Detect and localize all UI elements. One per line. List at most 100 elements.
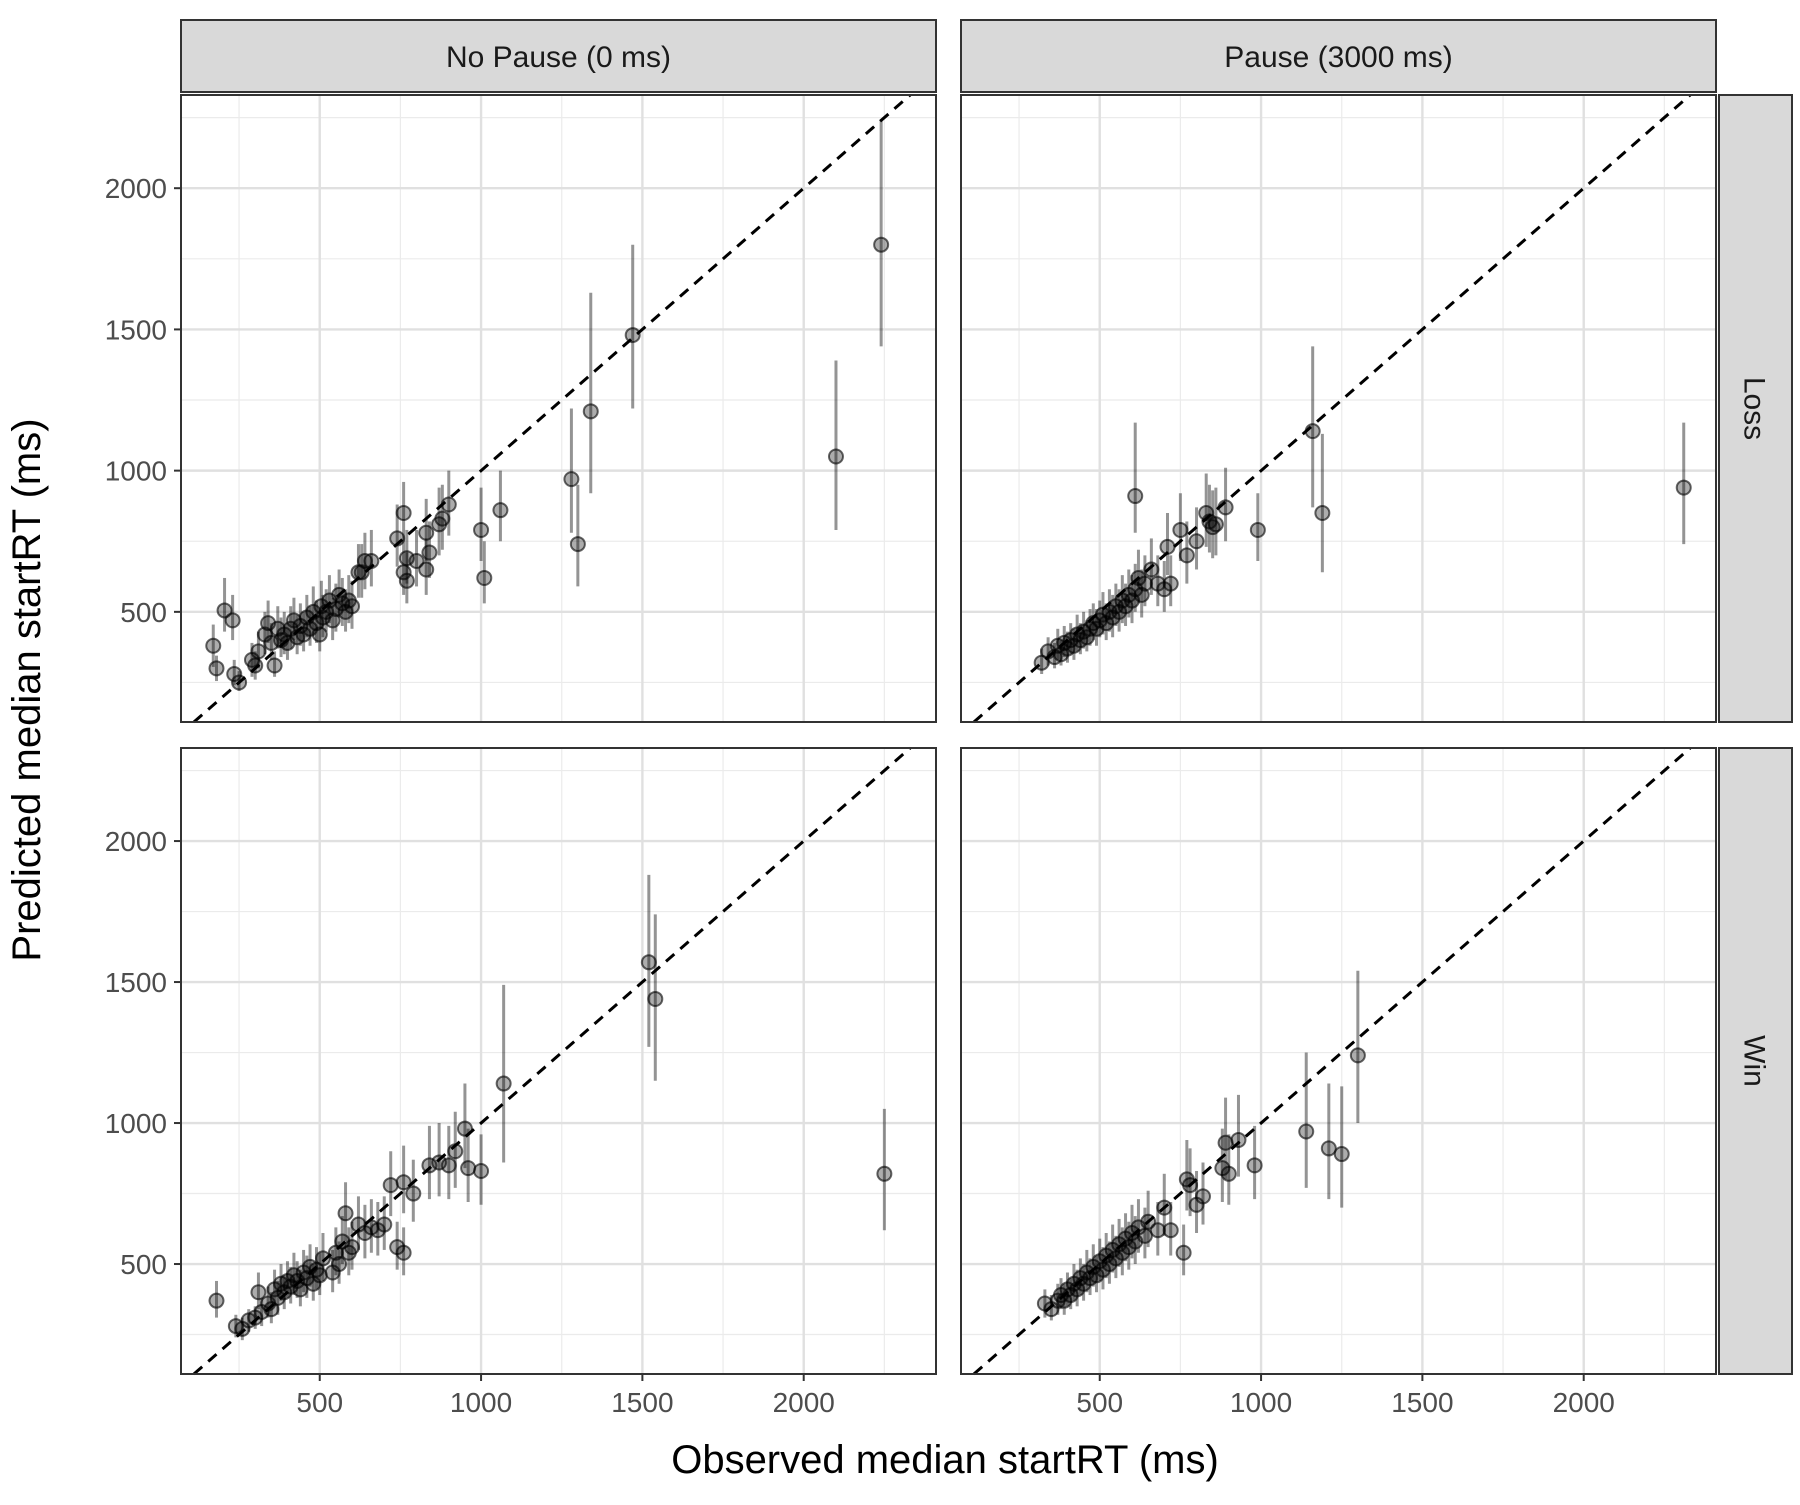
data-point — [1314, 505, 1331, 521]
panels-layer — [180, 93, 1717, 1376]
x-tick-label: 1000 — [1230, 1387, 1292, 1418]
data-point — [1175, 1244, 1192, 1261]
data-point — [1149, 1222, 1166, 1239]
panel-border — [180, 94, 937, 723]
panel-background — [181, 748, 936, 1374]
panel-4 — [960, 746, 1717, 1376]
row-strip-label: Loss — [1738, 377, 1771, 440]
y-tick-label: 1000 — [105, 1108, 167, 1139]
column-strip — [180, 19, 937, 93]
data-point — [344, 598, 361, 615]
data-point — [492, 502, 509, 519]
data-point — [1230, 1131, 1247, 1148]
data-point — [1136, 575, 1153, 592]
y-axis-title: Predicted median startRT (ms) — [5, 418, 49, 961]
data-point — [405, 1185, 422, 1202]
x-tick-label: 500 — [1076, 1387, 1123, 1418]
x-tick-label: 2000 — [1553, 1387, 1615, 1418]
data-point — [1249, 521, 1266, 538]
data-point — [1333, 1146, 1350, 1163]
data-point — [398, 572, 415, 589]
data-point — [1349, 1047, 1366, 1064]
data-point — [1136, 1227, 1153, 1244]
data-point — [476, 569, 493, 586]
data-point — [250, 1284, 267, 1301]
data-point — [1320, 1140, 1337, 1157]
data-point — [569, 536, 586, 553]
column-strip-label: Pause (3000 ms) — [1224, 41, 1452, 74]
panel-1 — [180, 93, 937, 724]
x-tick-label: 500 — [296, 1387, 343, 1418]
data-point — [473, 1162, 490, 1179]
data-point — [1162, 575, 1179, 592]
data-point — [582, 403, 599, 420]
data-point — [266, 657, 283, 674]
data-point — [640, 954, 657, 971]
data-point — [205, 637, 222, 654]
data-point — [208, 1292, 225, 1309]
column-strip — [960, 19, 1717, 93]
data-point — [1162, 1222, 1179, 1239]
data-point — [876, 1165, 893, 1182]
data-point — [440, 1157, 457, 1174]
panel-border — [960, 747, 1717, 1375]
data-point — [1194, 1188, 1211, 1205]
y-tick-label: 500 — [120, 1249, 167, 1280]
data-point — [247, 657, 264, 674]
data-point — [376, 1216, 393, 1233]
panel-background — [181, 95, 936, 722]
data-point — [331, 1256, 348, 1273]
x-tick-label: 1500 — [1391, 1387, 1453, 1418]
data-point — [1246, 1157, 1263, 1174]
y-tick-label: 1500 — [105, 967, 167, 998]
y-tick-label: 2000 — [105, 173, 167, 204]
data-point — [1217, 1134, 1234, 1151]
data-point — [1220, 1165, 1237, 1182]
x-tick-label: 2000 — [773, 1387, 835, 1418]
axes-layer: 500 1000 1500 2000 500 1000 1500 2000 500 1000 150… — [105, 173, 1615, 1418]
data-point — [314, 1250, 331, 1267]
panel-border — [180, 747, 937, 1375]
y-tick-label: 1500 — [105, 314, 167, 345]
column-strip-label: No Pause (0 ms) — [446, 41, 671, 74]
data-point — [1298, 1123, 1315, 1140]
panel-2 — [960, 93, 1717, 724]
data-point — [250, 643, 267, 660]
data-point — [395, 1244, 412, 1261]
data-point — [418, 561, 435, 578]
x-tick-label: 1000 — [450, 1387, 512, 1418]
y-tick-label: 500 — [120, 597, 167, 628]
data-point — [873, 236, 890, 253]
data-point — [1178, 547, 1195, 564]
data-point — [395, 505, 412, 521]
identity-reference-line — [972, 746, 1692, 1376]
data-point — [827, 448, 844, 465]
x-tick-label: 1500 — [611, 1387, 673, 1418]
identity-reference-line — [192, 746, 912, 1376]
data-point — [1188, 533, 1205, 550]
data-point — [395, 1174, 412, 1191]
panel-background — [961, 95, 1716, 722]
data-point — [624, 327, 641, 344]
data-point — [1207, 516, 1224, 533]
data-point — [337, 1205, 354, 1222]
data-point — [1675, 479, 1692, 496]
strips-layer: No Pause (0 ms) Pause (3000 ms) Loss Win — [180, 19, 1793, 1375]
data-point — [647, 990, 664, 1007]
data-point — [208, 660, 225, 677]
data-point — [382, 1177, 399, 1194]
y-tick-label: 2000 — [105, 826, 167, 857]
data-point — [311, 1267, 328, 1284]
data-point — [418, 524, 435, 541]
identity-reference-line — [972, 93, 1692, 724]
x-axis-title: Observed median startRT (ms) — [671, 1438, 1219, 1482]
data-point — [421, 544, 438, 561]
data-point — [495, 1075, 512, 1092]
data-point — [434, 510, 451, 527]
y-tick-label: 1000 — [105, 456, 167, 487]
row-strip — [1718, 747, 1793, 1375]
data-point — [224, 612, 241, 629]
data-point — [473, 521, 490, 538]
row-strip-label: Win — [1738, 1035, 1771, 1087]
data-point — [1172, 521, 1189, 538]
